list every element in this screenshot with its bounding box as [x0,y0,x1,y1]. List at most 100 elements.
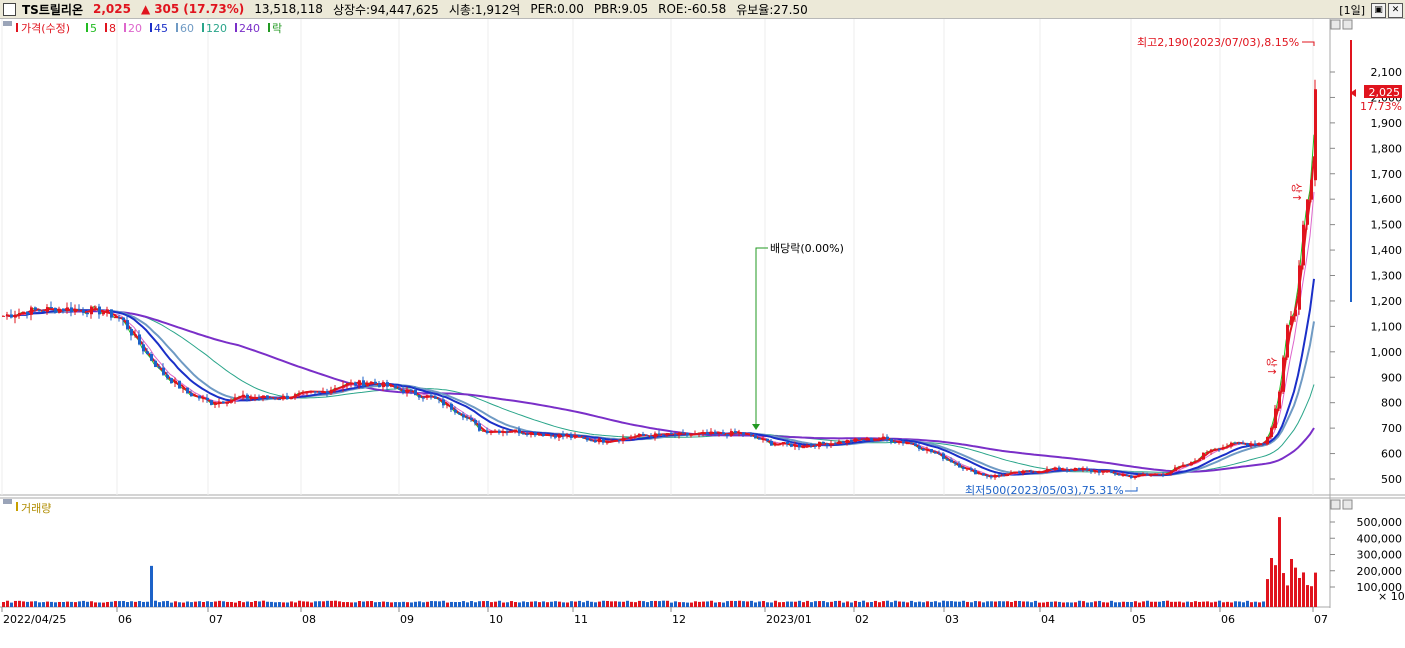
volume-bar [434,601,437,607]
volume-bar [342,602,345,607]
candle-body [1162,474,1165,476]
volume-bar [802,602,805,607]
candle-body [614,440,617,442]
volume-bar [658,601,661,607]
volume-bar [1198,601,1201,607]
volume-bar [190,602,193,607]
volume-bar [430,601,433,607]
volume-bar [490,602,493,607]
volume-panel-menu-icon[interactable] [3,499,12,504]
volume-bar [1246,600,1249,607]
candle-body [1242,443,1245,445]
candle-body [1054,467,1057,470]
volume-bar [42,602,45,607]
volume-bar [1302,572,1305,607]
panel-minimize-icon[interactable] [1330,19,1341,30]
volume-bar [418,601,421,607]
volume-tick-label: 400,000 [1357,532,1403,545]
candle-body [206,397,209,401]
close-icon[interactable]: ✕ [1388,2,1403,18]
candle-body [510,431,513,433]
candle-body [418,395,421,398]
candle-body [478,423,481,431]
volume-bar [206,601,209,607]
volume-bar [714,602,717,607]
candle-body [942,453,945,459]
select-checkbox[interactable] [3,2,16,16]
volume-bar [446,602,449,607]
candle-body [638,433,641,437]
volume-bar [574,601,577,607]
volume-bar [686,602,689,607]
ma-legend-item: 5 [90,22,97,35]
date-tick-label: 04 [1041,613,1055,626]
candle-body [698,433,701,435]
volume-bar [6,600,9,607]
candle-body [682,432,685,434]
period-selector[interactable]: [1일] [1339,4,1365,17]
volume-bar [1138,602,1141,607]
volume-panel-minimize-icon[interactable] [1330,499,1341,510]
volume-panel-close-icon[interactable] [1342,499,1353,510]
panel-close-icon[interactable] [1342,19,1353,30]
volume-tick-label: 300,000 [1357,549,1403,562]
volume-bar [1034,600,1037,607]
volume-bar [942,600,945,607]
pbr-value: PBR:9.05 [593,2,649,16]
volume-bar [514,602,517,607]
candle-body [650,436,653,438]
date-tick-label: 08 [302,613,316,626]
candle-body [178,380,181,389]
candle-body [810,445,813,447]
candle-body [758,437,761,440]
candle-body [386,382,389,387]
volume-bar [1002,601,1005,607]
volume-bar [546,602,549,607]
volume-bar [1006,601,1009,607]
candle-body [306,391,309,393]
volume-bar [622,601,625,607]
candle-body [878,438,881,440]
panel-menu-icon[interactable] [3,21,12,26]
volume-bar [602,600,605,607]
date-tick-label: 05 [1132,613,1146,626]
volume-bar [250,602,253,607]
volume-bar [194,601,197,607]
volume-bar [1014,600,1017,607]
volume-bar [210,601,213,607]
volume-bar [146,601,149,607]
candle-body [718,432,721,434]
volume-bar [154,600,157,607]
candle-body [294,394,297,398]
candle-body [1210,449,1213,453]
volume-bar [742,601,745,607]
candle-body [842,441,845,443]
volume-bar [678,602,681,607]
volume-bar [654,600,657,607]
volume-bar [442,600,445,607]
candle-body [1110,470,1113,473]
volume-bar [62,601,65,607]
candle-body [898,441,901,443]
volume-bar [870,601,873,607]
volume-bar [478,601,481,607]
volume-unit: × 100 [1378,590,1405,603]
volume-bar [498,600,501,607]
candle-body [1238,442,1241,444]
volume-bar [1126,601,1129,607]
maximize-icon[interactable]: ▣ [1371,2,1386,18]
candle-body [322,391,325,393]
volume-bar [1238,601,1241,607]
volume-bar [1042,602,1045,607]
volume-bar [278,602,281,607]
candle-body [1122,474,1125,476]
volume-bar [1266,579,1269,607]
volume-bar [1054,601,1057,607]
volume-bar [378,601,381,607]
price-tick-label: 1,400 [1371,244,1403,257]
volume-bar [970,602,973,607]
candle-body [254,397,257,399]
candle-body [1170,471,1173,474]
candle-body [350,382,353,384]
